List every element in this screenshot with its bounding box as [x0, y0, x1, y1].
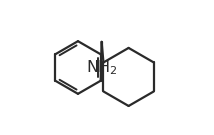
Text: NH$_2$: NH$_2$ [86, 58, 117, 77]
